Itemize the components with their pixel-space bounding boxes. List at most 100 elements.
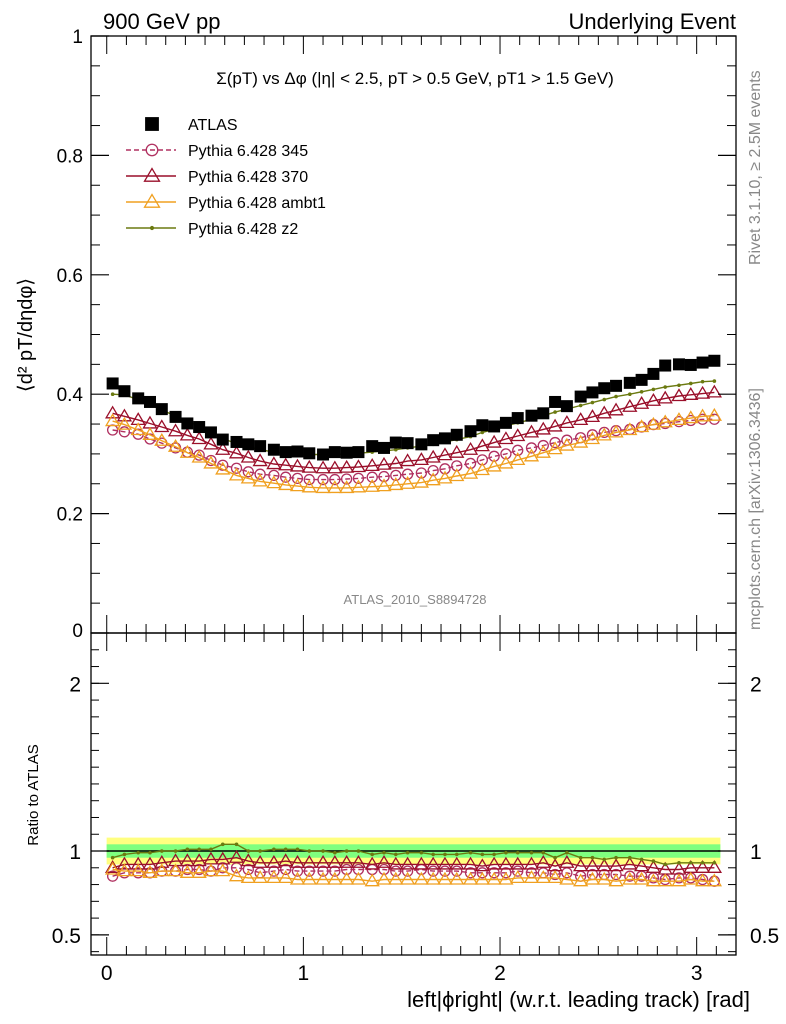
pythia-6-428-345-point: [415, 467, 428, 479]
pythia-6-428-z2-point: [628, 392, 632, 397]
x-tick-label: 3: [691, 962, 703, 985]
pythia-6-428-z2-point: [370, 852, 375, 857]
atlas-point: [499, 416, 512, 429]
pythia-6-428-345-point: [512, 444, 524, 456]
pythia-6-428-ambt1-point: [547, 441, 563, 455]
pythia-6-428-ambt1-point: [130, 422, 146, 436]
pythia-6-428-345-point: [242, 863, 254, 876]
pythia-6-428-370-point: [510, 856, 526, 870]
atlas-point: [401, 437, 414, 450]
legend-label: Pythia 6.428 345: [188, 143, 308, 160]
pythia-6-428-345-point: [624, 870, 636, 882]
pythia-6-428-ambt1-point: [425, 472, 441, 486]
pythia-6-428-ambt1-point: [535, 870, 551, 884]
pythia-6-428-345-point: [512, 865, 524, 877]
atlas-point: [488, 420, 501, 433]
pythia-6-428-370-point: [388, 455, 404, 469]
legend: ATLAS Pythia 6.428 345 Pythia 6.428 370 Pyt…: [126, 117, 326, 238]
pythia-6-428-345-point: [193, 863, 205, 876]
pythia-6-428-370-point: [596, 405, 612, 419]
pythia-6-428-345-point: [488, 450, 500, 462]
pythia-6-428-ambt1-line: [112, 415, 715, 489]
pythia-6-428-ambt1-point: [622, 871, 638, 885]
pythia-6-428-345-point: [242, 466, 254, 478]
pythia-6-428-370-point: [608, 402, 624, 416]
pythia-6-428-z2-point: [344, 849, 349, 853]
atlas-point: [684, 358, 697, 371]
pythia-6-428-ambt1-point: [388, 871, 404, 885]
pythia-6-428-370-point: [633, 858, 650, 872]
pythia-6-428-ambt1-point: [498, 455, 514, 469]
pythia-6-428-ambt1-point: [116, 863, 133, 877]
pythia-6-428-z2-point: [307, 849, 312, 853]
pythia-6-428-370-point: [449, 856, 465, 870]
pythia-6-428-345-point: [366, 471, 378, 483]
pythia-6-428-z2-point: [480, 430, 485, 435]
pythia-6-428-370-point: [657, 390, 673, 404]
pythia-6-428-z2-point: [431, 852, 435, 857]
pythia-6-428-ambt1-point: [315, 480, 331, 494]
atlas-point: [366, 440, 379, 453]
pythia-6-428-370-point: [523, 424, 540, 438]
pythia-6-428-ambt1-point: [683, 871, 699, 885]
pythia-6-428-345-point: [329, 865, 341, 877]
pythia-6-428-370-point: [315, 460, 331, 474]
pythia-6-428-345-point: [254, 468, 266, 480]
pythia-6-428-370-point: [622, 398, 638, 412]
pythia-6-428-ambt1-point: [449, 871, 465, 885]
x-tick-label: 1: [298, 962, 310, 985]
pythia-6-428-ambt1-point: [167, 863, 184, 877]
pythia-6-428-370-point: [559, 854, 575, 868]
pythia-6-428-ambt1-point: [462, 465, 479, 479]
pythia-6-428-ambt1-point: [486, 458, 502, 472]
pythia-6-428-ambt1-point: [498, 871, 514, 885]
pythia-6-428-ambt1-point: [240, 470, 256, 484]
pythia-6-428-ambt1-point: [608, 873, 624, 887]
pythia-6-428-345-point: [317, 865, 329, 877]
pythia-6-428-370-point: [116, 856, 133, 870]
pythia-6-428-ambt1-point: [657, 873, 673, 887]
pythia-6-428-z2-point: [651, 387, 656, 392]
pythia-6-428-345-point: [586, 429, 599, 441]
pythia-6-428-345-point: [500, 867, 512, 879]
pythia-6-428-ambt1-point: [104, 861, 121, 875]
header-left: 900 GeV pp: [103, 9, 220, 34]
pythia-6-428-ambt1-point: [167, 438, 184, 452]
pythia-6-428-ambt1-point: [301, 479, 317, 493]
pythia-6-428-ambt1-point: [486, 871, 502, 885]
pythia-6-428-z2-point: [122, 852, 127, 857]
pythia-6-428-370-point: [523, 856, 540, 870]
legend-item-atlas: ATLAS: [145, 117, 238, 134]
pythia-6-428-370-point: [327, 460, 343, 474]
pythia-6-428-370-point: [462, 441, 479, 455]
pythia-6-428-370-point: [596, 858, 612, 872]
pythia-6-428-z2-point: [578, 855, 583, 860]
pythia-6-428-ambt1-point: [179, 865, 195, 878]
pythia-6-428-z2-point: [515, 850, 520, 855]
atlas-point: [476, 419, 489, 432]
pythia-6-428-z2-line: [112, 843, 715, 866]
pythia-6-428-ambt1-point: [706, 407, 723, 421]
pythia-6-428-345-point: [464, 457, 477, 470]
pythia-6-428-ambt1-point: [130, 863, 146, 877]
pythia-6-428-z2-point: [553, 855, 557, 860]
ratio-y-label: Ratio to ATLAS: [25, 744, 42, 845]
pythia-6-428-345-point: [390, 469, 402, 482]
pythia-6-428-ambt1-point: [559, 437, 575, 451]
pythia-6-428-370-point: [694, 860, 711, 873]
pythia-6-428-370-point: [498, 431, 514, 445]
legend-marker: [145, 143, 159, 157]
pythia-6-428-370-point: [301, 459, 317, 473]
pythia-6-428-ambt1-point: [376, 478, 392, 492]
pythia-6-428-345-point: [280, 471, 292, 483]
atlas-point: [427, 434, 440, 447]
ratio-y-tick-label: 2: [69, 673, 81, 696]
pythia-6-428-z2-point: [443, 852, 447, 857]
y-tick-label: 0.6: [57, 266, 83, 287]
pythia-6-428-ambt1-point: [289, 871, 306, 885]
atlas-point: [378, 441, 391, 454]
pythia-6-428-370-point: [350, 459, 367, 473]
pythia-6-428-z2-point: [700, 860, 705, 865]
legend-marker: [149, 225, 155, 231]
pythia-6-428-370-point: [315, 854, 331, 868]
